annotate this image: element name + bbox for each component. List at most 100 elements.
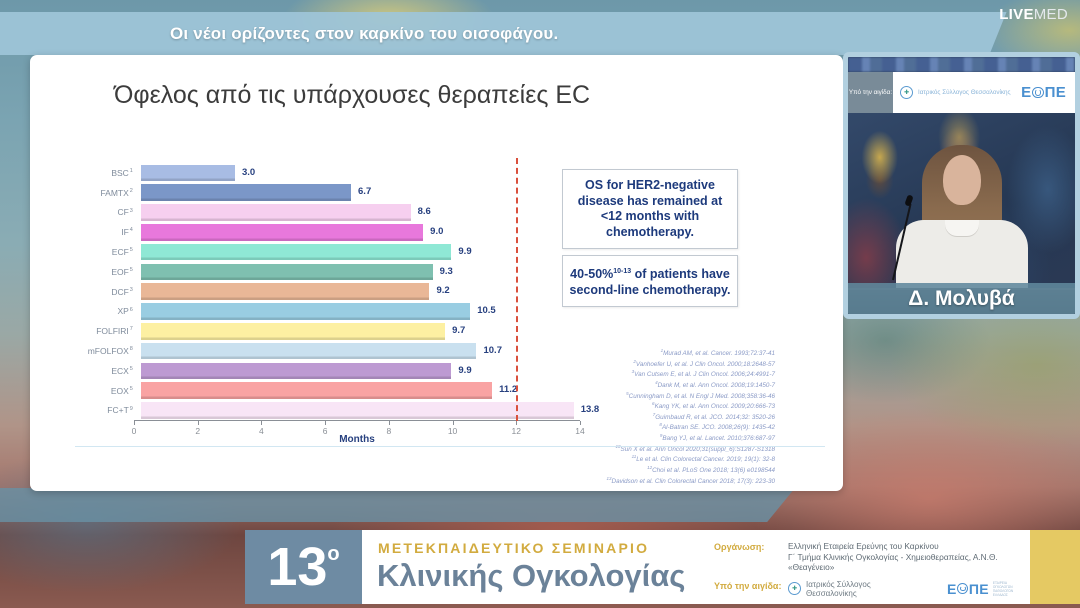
bar-FC+T: [140, 402, 574, 419]
microphone-head-icon: [904, 194, 914, 207]
reference-item: 3Van Cutsem E, et al. J Clin Oncol. 2006…: [631, 369, 775, 379]
bar-track: 6.7: [140, 184, 580, 201]
speaker-video: Υπό την αιγίδα: ✚ Ιατρικός Σύλλογος Θεσσ…: [843, 52, 1080, 319]
axis-tick: [197, 421, 199, 426]
axis-tick: [261, 421, 263, 426]
aegis-row: Υπό την αιγίδα: ✚ Ιατρικός Σύλλογος Θεσσ…: [714, 580, 1030, 598]
bar-track: 10.5: [140, 303, 580, 320]
callout-os-her2: OS for HER2-negative disease has remaine…: [562, 169, 738, 249]
category-label: DCF3: [111, 286, 133, 297]
value-label: 9.9: [458, 364, 472, 376]
category-label: BSC1: [111, 167, 133, 178]
footer-gold-block: [1030, 530, 1080, 604]
bar-track: 10.7: [140, 342, 580, 360]
eope-spiral-icon: [1032, 86, 1044, 99]
organizer-names: Ελληνική Εταιρεία Ερεύνης του Καρκίνου Γ…: [788, 541, 998, 572]
decorative-band: [0, 488, 795, 522]
edition-number: 13 ο: [245, 530, 362, 604]
reference-item: 11Le et al. Clin Colorectal Cancer. 2019…: [631, 454, 775, 464]
chart-row: DCF3 9.2: [60, 282, 580, 302]
chart-row: EOX5 11.2: [60, 381, 580, 401]
category-label: FAMTX2: [100, 187, 133, 198]
axis-tick: [580, 421, 581, 426]
chart-row: EOF5 9.3: [60, 262, 580, 282]
reference-item: 2Vanhoefer U, et al. J Clin Oncol. 2000;…: [633, 358, 775, 368]
category-label: FOLFIRI7: [96, 326, 133, 337]
value-label: 9.7: [452, 325, 466, 337]
bar-track: 11.2: [140, 382, 580, 399]
medical-association-name: Ιατρικός Σύλλογος Θεσσαλονίκης: [918, 89, 1011, 96]
bar-IF: [140, 224, 424, 241]
chart-row: FC+T9 13.8: [60, 401, 599, 421]
value-label: 9.3: [439, 265, 453, 277]
bar-DCF: [140, 283, 430, 300]
chart-row: BSC1 3.0: [60, 163, 580, 183]
reference-item: 5Cunningham D, et al. N Engl J Med. 2008…: [626, 390, 775, 400]
axis-tick: [516, 421, 518, 426]
chart-row: XP6 10.5: [60, 302, 580, 322]
category-label: CF3: [117, 207, 133, 218]
x-axis: Months 0 2 4 6 8 10 12 14: [132, 420, 585, 449]
chart-row: CF3 8.6: [60, 203, 580, 223]
chart-row: IF4 9.0: [60, 222, 580, 242]
category-label: ECF5: [111, 247, 133, 258]
bar-ECX: [140, 362, 452, 380]
slide-title: Όφελος από τις υπάρχουσες θεραπείες EC: [114, 81, 591, 109]
category-label: EOX5: [110, 385, 133, 396]
bar-EOX: [140, 382, 493, 399]
reference-item: 8Al-Batran SE. JCO. 2008;26(9): 1435-42: [659, 422, 775, 432]
bar-mFOLFOX: [140, 342, 477, 360]
speaker-blouse: [895, 220, 1028, 294]
value-label: 8.6: [417, 206, 431, 218]
chart-row: ECF5 9.9: [60, 242, 580, 262]
value-label: 9.9: [458, 245, 472, 257]
value-label: 10.5: [477, 305, 496, 317]
bar-track: 9.3: [140, 263, 580, 281]
medical-association-icon: ✚: [900, 86, 913, 99]
bar-track: 9.0: [140, 224, 580, 241]
value-label: 9.2: [436, 285, 450, 297]
footer-aegis-org: Ιατρικός Σύλλογος Θεσσαλονίκης: [806, 579, 871, 598]
reference-item: 1Murad AM, et al. Cancer. 1993;72:37-41: [660, 348, 775, 358]
footer-eope-logo: Ε ΠΕ: [946, 580, 989, 597]
bar-track: 13.8: [140, 402, 599, 419]
seminar-type: ΜΕΤΕΚΠΑΙΔΕΥΤΙΚΟ ΣΕΜΙΝΑΡΙΟ: [378, 540, 650, 556]
bar-track: 9.2: [140, 283, 580, 300]
presentation-slide: Όφελος από τις υπάρχουσες θεραπείες EC B…: [30, 55, 843, 491]
eope-logo: Ε ΠΕ: [1021, 84, 1066, 101]
bar-EOF: [140, 263, 433, 281]
axis-tick: [325, 421, 327, 426]
aegis-banner: Υπό την αιγίδα: ✚ Ιατρικός Σύλλογος Θεσσ…: [848, 72, 1075, 113]
category-label: EOF5: [111, 266, 133, 277]
value-label: 13.8: [580, 404, 600, 416]
bar-BSC: [140, 164, 235, 182]
speaker-name-badge: Δ. Μολυβά: [848, 283, 1075, 314]
eope-spiral-icon: [957, 583, 969, 594]
axis-tick-label: 12: [511, 426, 522, 437]
reference-list: 1Murad AM, et al. Cancer. 1993;72:37-41 2…: [355, 347, 775, 485]
bar-track: 9.7: [140, 323, 580, 340]
footer-aegis-label: Υπό την αιγίδα:: [714, 580, 782, 591]
reference-item: 13Davidson et al. Clin Colorectal Cancer…: [606, 475, 775, 485]
category-label: mFOLFOX8: [87, 346, 133, 357]
value-label: 6.7: [358, 186, 372, 198]
seminar-name: Κλινικής Ογκολογίας: [377, 558, 686, 593]
aegis-label: Υπό την αιγίδα:: [848, 72, 893, 113]
category-label: IF4: [121, 227, 133, 238]
bar-XP: [140, 303, 471, 320]
value-label: 10.7: [483, 344, 502, 356]
organizer-label: Οργάνωση:: [714, 542, 765, 552]
bar-chart: BSC1 3.0 FAMTX2 6.7 CF3 8.6 IF4 9.0 ECF5 9.9 EOF5 9…: [60, 158, 599, 449]
chart-row: FOLFIRI7 9.7: [60, 321, 580, 341]
axis-tick-label: 4: [259, 426, 264, 437]
chart-row: ECX5 9.9: [60, 361, 580, 381]
axis-tick-label: 10: [447, 426, 458, 437]
livemed-logo: LIVEMED: [999, 6, 1068, 23]
footer-main: ΜΕΤΕΚΠΑΙΔΕΥΤΙΚΟ ΣΕΜΙΝΑΡΙΟ Κλινικής Ογκολ…: [362, 530, 1030, 604]
reference-item: 4Dank M, et al. Ann Oncol. 2008;19:1450-…: [655, 379, 775, 390]
organizer-row: Οργάνωση: Ελληνική Εταιρεία Ερεύνης του …: [714, 541, 1030, 573]
speaker-collar: [944, 220, 979, 236]
chart-row: FAMTX2 6.7: [60, 183, 580, 203]
event-footer: 13 ο ΜΕΤΕΚΠΑΙΔΕΥΤΙΚΟ ΣΕΜΙΝΑΡΙΟ Κλινικής Ο…: [0, 530, 1080, 604]
